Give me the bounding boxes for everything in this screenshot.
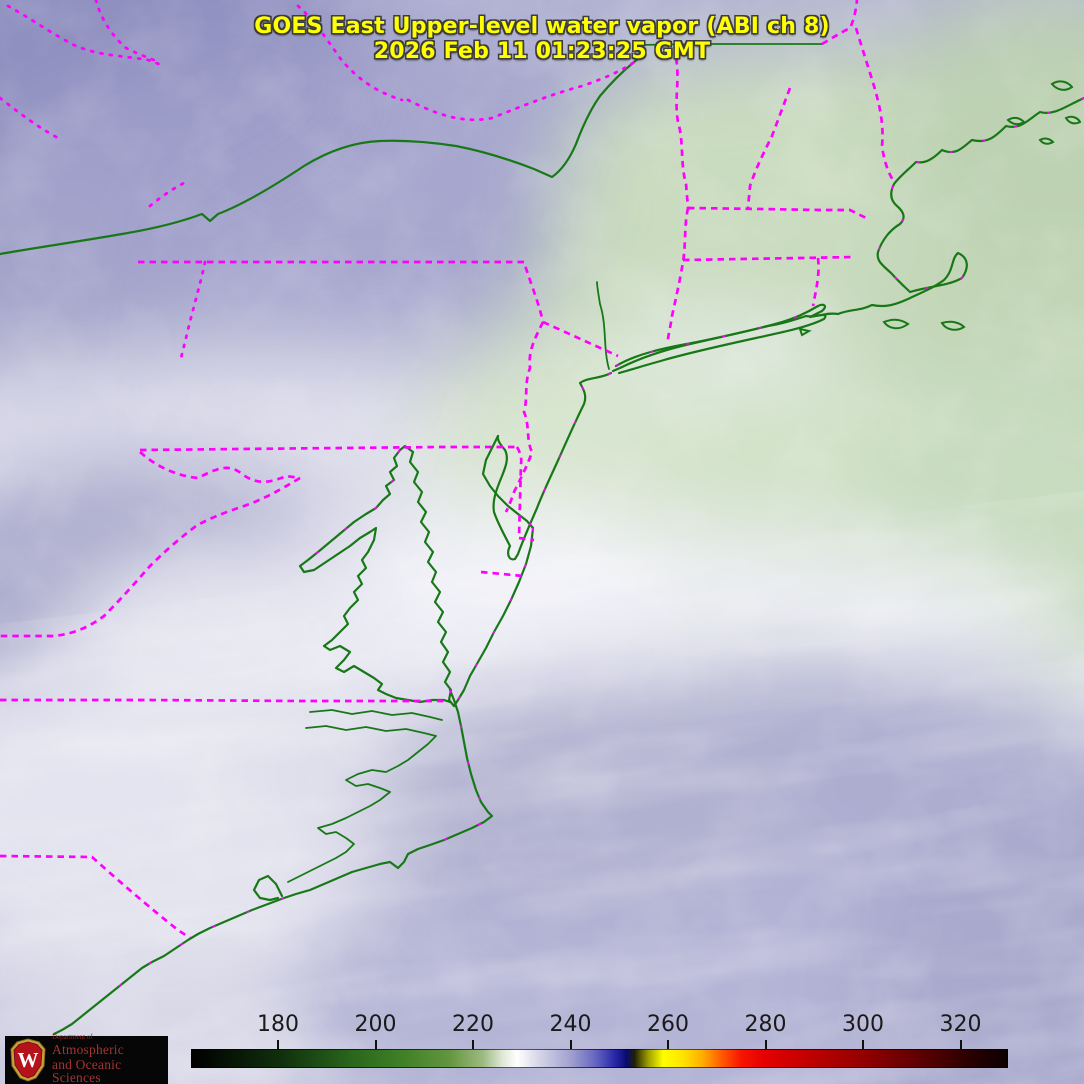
colorbar-tick (862, 1040, 864, 1049)
colorbar-tick (764, 1040, 767, 1049)
colorbar-tick (667, 1040, 669, 1049)
logo-text: Department of Atmospheric and Oceanic Sc… (52, 1034, 168, 1084)
canada-boundary-dots (0, 0, 642, 360)
colorbar: 180 200 220 240 260 280 300 320 (0, 1006, 1084, 1084)
colorbar-tick (569, 1040, 572, 1049)
logo-dept-line1: Atmospheric (52, 1042, 124, 1058)
colorbar-tick (277, 1040, 279, 1049)
colorbar-gradient (191, 1049, 1008, 1068)
colorbar-tick (959, 1040, 962, 1049)
colorbar-tick-label: 260 (647, 1012, 689, 1037)
colorbar-tick-label: 300 (842, 1012, 884, 1037)
colorbar-tick-label: 320 (939, 1012, 982, 1037)
colorbar-tick-label: 280 (744, 1012, 787, 1037)
image-title: GOES East Upper-level water vapor (ABI c… (0, 14, 1084, 64)
uw-crest-icon: W (10, 1038, 46, 1082)
colorbar-tick-label: 180 (257, 1012, 299, 1037)
colorbar-tick-label: 240 (549, 1012, 592, 1037)
uw-aos-logo: W Department of Atmospheric and Oceanic … (5, 1034, 168, 1084)
logo-dept-line2: and Oceanic Sciences (52, 1056, 122, 1084)
state-boundaries (0, 0, 895, 940)
colorbar-tick (374, 1040, 377, 1049)
title-line-2: 2026 Feb 11 01:23:25 GMT (373, 39, 711, 64)
coastal-boundary-dots (101, 97, 1084, 1001)
coastlines (0, 43, 1084, 1036)
logo-dept-prefix: Department of (52, 1033, 93, 1042)
colorbar-tick-label: 220 (452, 1012, 494, 1037)
colorbar-tick-label: 200 (354, 1012, 397, 1037)
crest-monogram: W (18, 1048, 39, 1072)
colorbar-tick (472, 1040, 474, 1049)
title-line-1: GOES East Upper-level water vapor (ABI c… (254, 14, 830, 39)
